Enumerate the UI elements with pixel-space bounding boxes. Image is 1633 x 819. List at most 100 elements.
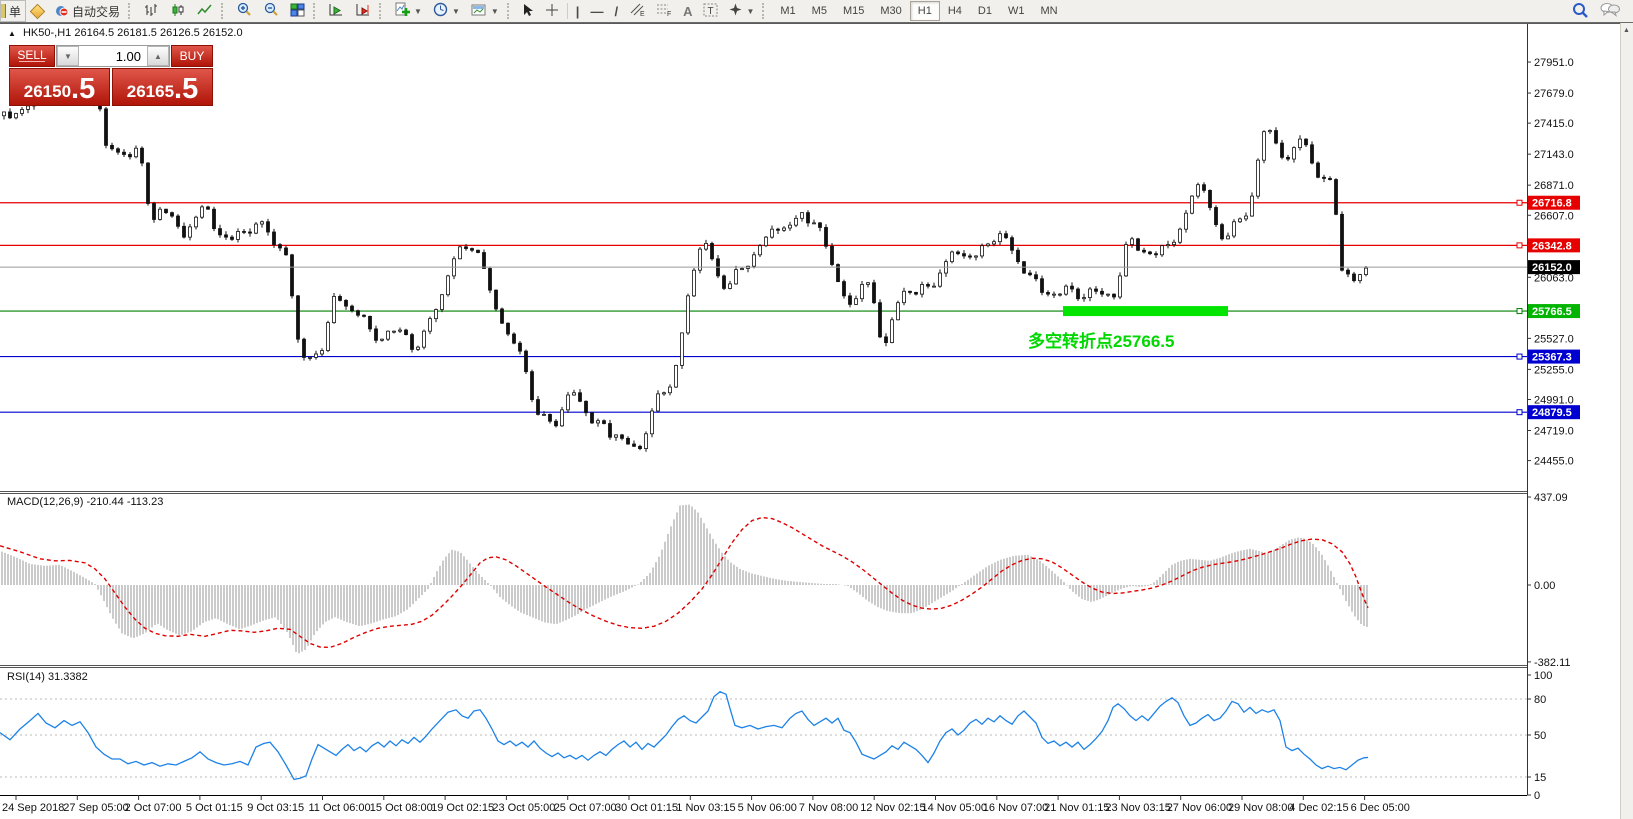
equidistant-channel-icon: E: [629, 2, 645, 20]
chart-frame: [0, 23, 1633, 796]
macd-label: MACD(12,26,9) -210.44 -113.23: [7, 496, 164, 508]
new-order-label: 单: [9, 4, 22, 19]
zoom-in-button[interactable]: [231, 0, 257, 22]
chart-shift-button[interactable]: [350, 0, 376, 22]
svg-text:24 Sep 2018: 24 Sep 2018: [2, 802, 64, 814]
svg-text:25766.5: 25766.5: [1532, 306, 1572, 318]
svg-text:15: 15: [1534, 772, 1546, 784]
svg-text:27951.0: 27951.0: [1534, 57, 1574, 69]
bar-chart-button[interactable]: [138, 0, 164, 22]
cursor-icon: [522, 3, 534, 20]
horizontal-line-button[interactable]: —: [585, 0, 608, 22]
svg-text:4 Dec 02:15: 4 Dec 02:15: [1289, 802, 1348, 814]
sell-button-label: SELL: [17, 48, 47, 62]
svg-text:T: T: [708, 6, 714, 17]
timeframe-m5[interactable]: M5: [811, 5, 827, 17]
svg-text:26716.8: 26716.8: [1532, 198, 1572, 210]
tile-windows-icon: [290, 3, 305, 20]
candles-layer: [2, 85, 1368, 452]
search-button[interactable]: [1567, 0, 1594, 22]
svg-text:30 Oct 01:15: 30 Oct 01:15: [615, 802, 678, 814]
svg-text:5 Nov 06:00: 5 Nov 06:00: [738, 802, 797, 814]
svg-text:2 Oct 07:00: 2 Oct 07:00: [125, 802, 182, 814]
autotrading-button[interactable]: 自动交易: [49, 0, 125, 22]
templates-button[interactable]: ▼: [466, 0, 504, 22]
toolbar-grip: [762, 3, 769, 19]
timeframe-mn[interactable]: MN: [1040, 5, 1058, 17]
timeframe-m15[interactable]: M15: [842, 5, 865, 17]
metaeditor-icon: [29, 3, 46, 19]
timeframe-d1[interactable]: D1: [977, 5, 992, 17]
indicators-button[interactable]: ▼: [389, 0, 427, 22]
line-chart-icon: [197, 3, 213, 20]
svg-text:26063.0: 26063.0: [1534, 272, 1574, 284]
periods-button[interactable]: ▼: [428, 0, 465, 22]
rsi-layer: 100 80 50 15 0: [0, 670, 1552, 802]
svg-text:14 Nov 05:00: 14 Nov 05:00: [922, 802, 987, 814]
svg-text:6 Dec 05:00: 6 Dec 05:00: [1351, 802, 1410, 814]
toolbar-grip: [379, 3, 386, 19]
line-chart-button[interactable]: [192, 0, 218, 22]
buy-button[interactable]: BUY: [171, 45, 213, 67]
green-zone: 多空转折点25766.5: [1028, 306, 1228, 351]
timeframe-h1[interactable]: H1: [909, 1, 940, 21]
dropdown-arrow-icon: ▼: [746, 6, 755, 16]
symbol-period: HK50-,H1: [22, 27, 72, 39]
volume-decrease-button[interactable]: ▼: [57, 46, 79, 66]
svg-text:25 Oct 07:00: 25 Oct 07:00: [554, 802, 617, 814]
timeframe-w1[interactable]: W1: [1007, 5, 1025, 17]
search-icon: [1572, 2, 1589, 21]
fibonacci-button[interactable]: F: [651, 0, 677, 22]
buy-price-int: 26165: [126, 82, 175, 101]
candlestick-chart-button[interactable]: [165, 0, 191, 22]
cursor-button[interactable]: [517, 0, 539, 22]
tile-windows-button[interactable]: [285, 0, 310, 22]
volume-increase-button[interactable]: ▲: [147, 46, 169, 66]
channel-button[interactable]: E: [624, 0, 650, 22]
current-price-label: 26152.0: [1532, 262, 1572, 274]
toolbar-grip: [313, 3, 320, 19]
metaeditor-button[interactable]: [27, 0, 48, 22]
svg-text:27679.0: 27679.0: [1534, 88, 1574, 100]
toolbar: 单 自动交易 ▼ ▼ ▼ | — / E F A T ▼ M1 M5 M15 M…: [0, 0, 1633, 23]
right-scrollbar[interactable]: ▲: [1620, 23, 1633, 819]
collapse-triangle-icon[interactable]: ▲: [8, 29, 16, 38]
svg-text:E: E: [640, 11, 645, 17]
autotrading-icon: [54, 3, 69, 20]
buy-price-button[interactable]: 26165 .5: [112, 68, 213, 106]
vertical-line-button[interactable]: |: [571, 0, 585, 22]
text-button[interactable]: A: [678, 0, 697, 22]
svg-text:50: 50: [1534, 730, 1546, 742]
svg-text:80: 80: [1534, 694, 1546, 706]
auto-scroll-button[interactable]: [323, 0, 349, 22]
timeframe-m1[interactable]: M1: [780, 5, 796, 17]
crosshair-icon: [545, 3, 559, 20]
chat-button[interactable]: [1595, 0, 1625, 22]
svg-text:7 Nov 08:00: 7 Nov 08:00: [799, 802, 858, 814]
svg-text:24879.5: 24879.5: [1532, 407, 1572, 419]
trendline-icon: /: [614, 3, 619, 19]
sell-price-frac: .5: [71, 73, 96, 105]
sell-price-button[interactable]: 26150 .5: [9, 68, 110, 106]
sell-underline: [19, 61, 45, 62]
arrows-button[interactable]: ▼: [724, 0, 759, 22]
zoom-out-button[interactable]: [258, 0, 284, 22]
svg-text:11 Oct 06:00: 11 Oct 06:00: [309, 802, 371, 814]
sell-button[interactable]: SELL: [9, 45, 55, 67]
chart-canvas[interactable]: 27951.0 27679.0 27415.0 27143.0 26871.0 26607…: [0, 22, 1633, 819]
volume-input[interactable]: [79, 46, 147, 66]
timeframe-m30[interactable]: M30: [880, 5, 902, 17]
fibonacci-icon: F: [656, 2, 672, 20]
crosshair-button[interactable]: [540, 0, 564, 22]
new-order-button[interactable]: 单: [0, 0, 27, 22]
timeframe-h4[interactable]: H4: [947, 5, 962, 17]
horizontal-line-icon: —: [590, 3, 604, 19]
chat-icon: [1600, 2, 1620, 20]
text-label-button[interactable]: T: [698, 0, 723, 22]
sell-price-int: 26150: [23, 82, 72, 101]
scroll-up-icon: ▲: [1623, 27, 1630, 34]
svg-text:16 Nov 07:00: 16 Nov 07:00: [983, 802, 1048, 814]
trendline-button[interactable]: /: [609, 0, 623, 22]
